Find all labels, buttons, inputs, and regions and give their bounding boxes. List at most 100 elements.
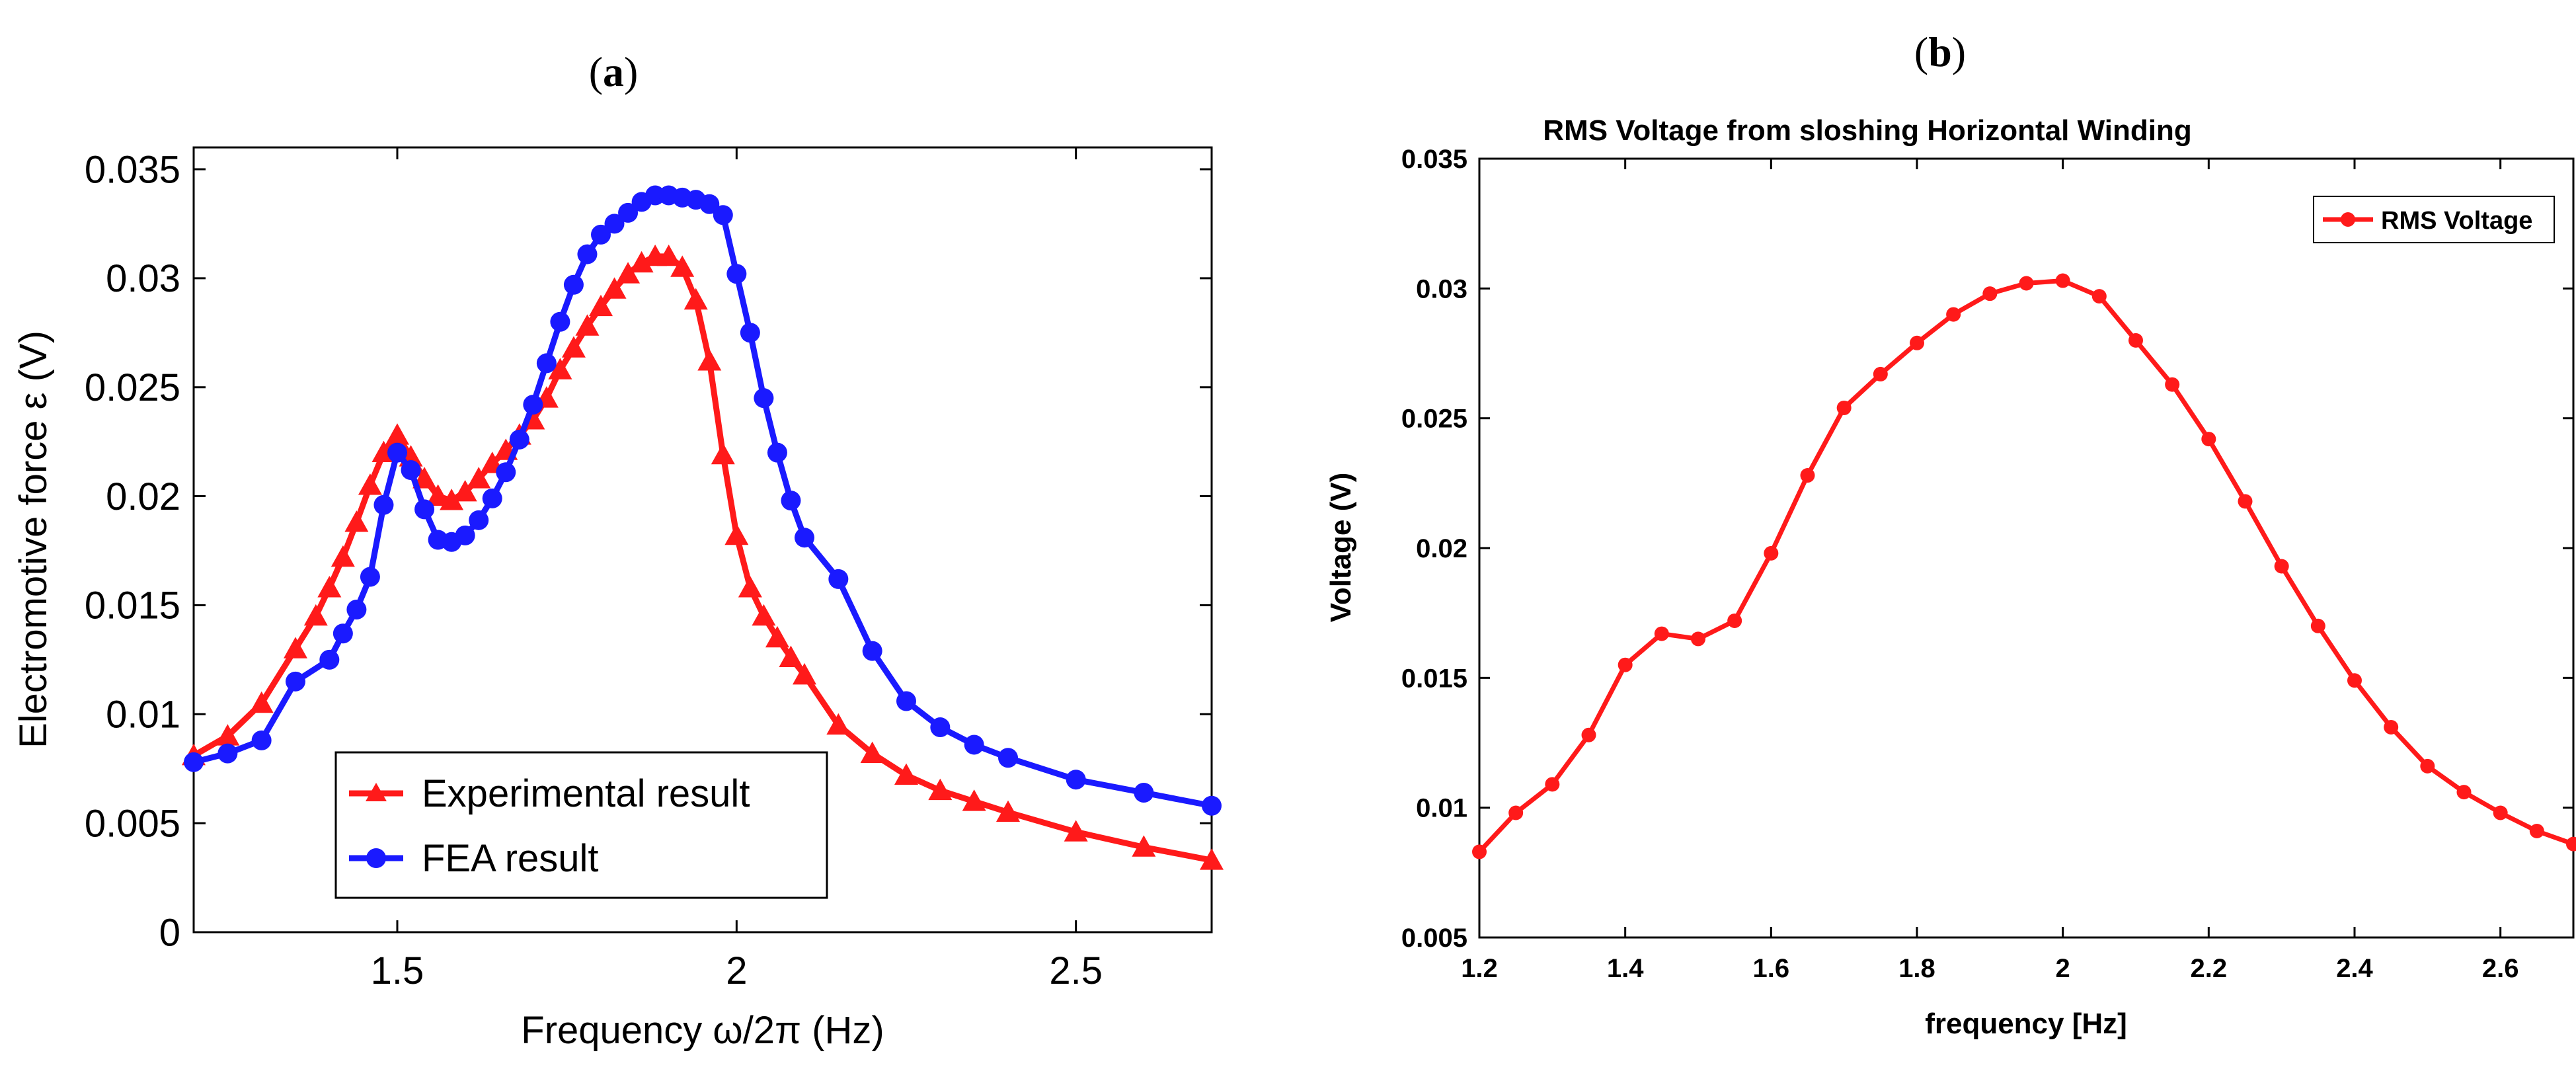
panel-b-label-open: ( (1914, 28, 1928, 75)
chart-a-point-fea-result (726, 264, 747, 284)
chart-a-point-experimental-result (344, 510, 369, 532)
chart-a-point-fea-result (251, 730, 272, 750)
chart-b-point-rms-voltage (2128, 333, 2143, 348)
chart-b-x-label: frequency [Hz] (1925, 1008, 2127, 1040)
chart-a-point-fea-result (414, 499, 435, 520)
chart-a-point-experimental-result (894, 763, 918, 785)
chart-a-point-experimental-result (331, 545, 355, 567)
chart-b-y-tick-label: 0.015 (1401, 664, 1467, 693)
chart-a-point-fea-result (618, 202, 639, 223)
chart-b-point-rms-voltage (2274, 559, 2289, 574)
chart-a-point-experimental-result (589, 294, 613, 317)
chart-a-point-fea-result (286, 671, 305, 692)
chart-a-point-fea-result (536, 353, 557, 374)
chart-b-point-rms-voltage (1654, 626, 1669, 641)
chart-b-y-tick-label: 0.025 (1401, 405, 1467, 434)
chart-b-y-tick-label: 0.005 (1401, 924, 1467, 953)
chart-a-point-fea-result (754, 388, 774, 409)
chart-a-point-experimental-result (440, 489, 464, 510)
panel-a-label-open: ( (589, 48, 603, 95)
chart-a-point-experimental-result (860, 741, 884, 764)
chart-a-point-experimental-result (962, 789, 986, 811)
chart-a-point-fea-result (509, 429, 529, 450)
chart-a-point-fea-result (482, 488, 502, 508)
chart-a-point-fea-result (591, 224, 611, 245)
chart-a-point-fea-result (523, 395, 543, 415)
panel-b-label: (b) (1914, 28, 1966, 75)
chart-a-point-experimental-result (697, 349, 722, 371)
chart-b-point-rms-voltage (1508, 805, 1524, 820)
chart-a-y-tick-label: 0.015 (85, 584, 180, 627)
chart-a-point-experimental-result (317, 576, 342, 598)
chart-a-point-experimental-result (602, 277, 627, 299)
chart-b-point-rms-voltage (1800, 468, 1815, 483)
chart-a-point-fea-result (346, 600, 367, 620)
chart-a-point-fea-result (373, 495, 394, 515)
chart-b-x-tick-label: 1.2 (1461, 954, 1498, 983)
chart-b-point-rms-voltage (1910, 335, 1924, 350)
chart-a-point-fea-result (767, 442, 787, 463)
panel-a-label: (a) (589, 48, 639, 95)
chart-b-x-tick-label: 1.4 (1607, 954, 1644, 983)
chart-a-point-fea-result (550, 311, 570, 332)
chart-a-point-experimental-result (358, 473, 382, 495)
chart-a-point-experimental-result (303, 604, 328, 626)
chart-a-legend-exp-marker (366, 783, 387, 801)
chart-a-point-experimental-result (765, 625, 789, 648)
chart-a-point-fea-result (828, 569, 849, 589)
chart-a-point-experimental-result (711, 442, 735, 465)
panel-b-label-letter: b (1928, 28, 1952, 75)
chart-a-point-experimental-result (793, 662, 816, 685)
chart-a-point-fea-result (469, 510, 489, 530)
chart-b-point-rms-voltage (1691, 631, 1705, 647)
chart-b-point-rms-voltage (2347, 673, 2362, 688)
chart-a-legend-box (334, 751, 828, 899)
chart-b-point-rms-voltage (2238, 494, 2253, 509)
chart-b-legend-label: RMS Voltage (2381, 207, 2532, 235)
chart-a: 1.5 2 2.5 0 0.005 0.01 0.015 0.02 0.025 0.03 0.03… (12, 146, 1224, 1052)
chart-a-point-fea-result (401, 459, 421, 480)
chart-a-point-fea-result (184, 752, 204, 772)
chart-a-point-fea-result (1202, 795, 1222, 816)
chart-a-legend-fea-marker (366, 848, 386, 868)
chart-b-point-rms-voltage (1764, 545, 1779, 561)
chart-a-point-experimental-result (385, 423, 409, 445)
chart-a-point-experimental-result (1200, 848, 1224, 870)
chart-a-point-experimental-result (996, 800, 1020, 822)
chart-b-point-rms-voltage (2566, 836, 2576, 852)
chart-a-point-fea-result (862, 641, 882, 661)
chart-b-legend: RMS Voltage (2313, 196, 2555, 243)
panel-a-label-close: ) (624, 48, 638, 95)
chart-b-point-rms-voltage (1727, 613, 1742, 628)
chart-a-x-tick-label: 2.5 (1049, 949, 1103, 992)
chart-a-point-fea-result (964, 735, 984, 755)
chart-a-y-tick-label: 0.03 (106, 257, 180, 300)
chart-a-point-fea-result (896, 691, 916, 711)
chart-b-legend-marker (2341, 212, 2355, 227)
chart-b-point-rms-voltage (1545, 777, 1560, 792)
chart-b-y-tick-label: 0.02 (1416, 534, 1467, 563)
chart-a-x-tick-label: 1.5 (371, 949, 424, 992)
chart-a-point-fea-result (360, 567, 380, 587)
chart-a-point-experimental-result (467, 467, 491, 489)
chart-a-point-experimental-result (575, 314, 600, 336)
chart-a-point-experimental-result (724, 523, 749, 545)
chart-b-point-rms-voltage (1581, 727, 1596, 742)
chart-b-x-tick-label: 2.6 (2482, 954, 2519, 983)
chart-a-point-fea-result (645, 185, 666, 206)
chart-a-point-experimental-result (629, 251, 654, 273)
chart-b: RMS Voltage from sloshing Horizontal Win… (1325, 114, 2576, 1040)
chart-a-y-tick-label: 0 (159, 911, 180, 954)
chart-a-point-experimental-result (249, 691, 274, 713)
chart-b-y-label: Voltage (V) (1325, 473, 1357, 623)
chart-a-legend-exp-label: Experimental result (422, 772, 750, 815)
chart-b-plot-area (1478, 157, 2575, 939)
chart-a-point-fea-result (1066, 770, 1086, 790)
chart-b-point-rms-voltage (2019, 276, 2034, 291)
chart-b-point-rms-voltage (2420, 758, 2435, 774)
chart-a-y-label: Electromotive force ε (V) (12, 331, 55, 748)
chart-b-point-rms-voltage (1873, 366, 1888, 381)
chart-b-point-rms-voltage (1618, 657, 1633, 672)
chart-a-y-tick-label: 0.005 (85, 802, 180, 845)
chart-b-point-rms-voltage (1472, 844, 1487, 859)
